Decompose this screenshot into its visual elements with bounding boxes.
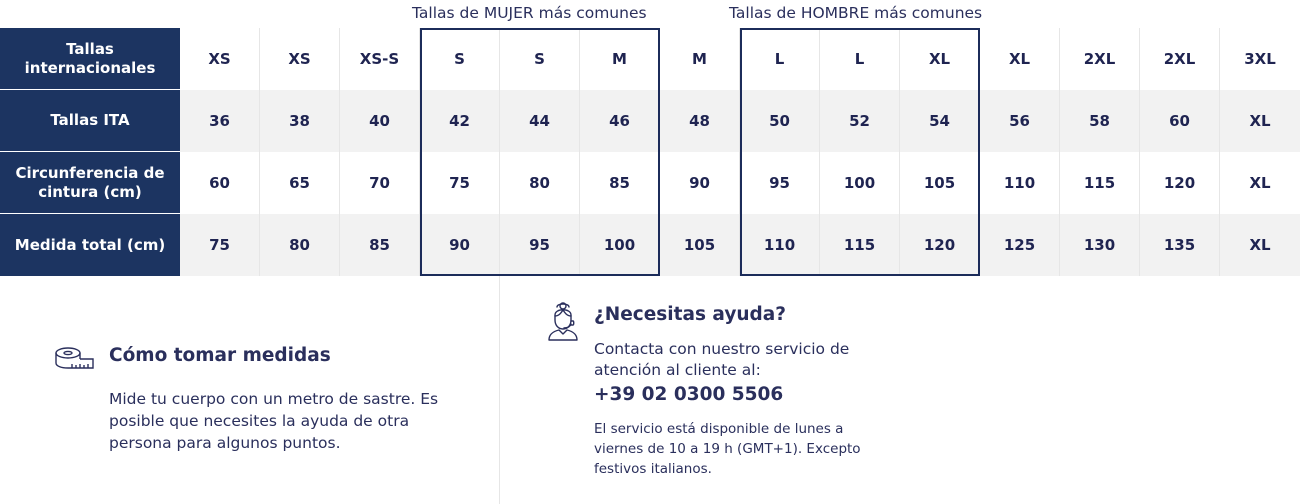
table-cell: 40	[340, 90, 420, 152]
row-header: Tallas ITA	[0, 90, 180, 152]
table-cell: 120	[1140, 152, 1220, 214]
table-cell: XL	[1249, 236, 1271, 254]
size-table: Tallas internacionales XS XS XS-S S S M …	[0, 28, 1300, 276]
measure-description: Mide tu cuerpo con un metro de sastre. E…	[109, 390, 439, 452]
table-cell: 100	[820, 152, 900, 214]
table-cell: XL	[900, 28, 980, 90]
phone-number-link[interactable]: +39 02 0300 5506	[594, 384, 784, 405]
table-cell: 42	[420, 90, 500, 152]
table-cell: 90	[420, 214, 500, 276]
table-cell: 56	[980, 90, 1060, 152]
row-header: Tallas internacionales	[0, 28, 180, 90]
table-cell: XL	[1249, 112, 1271, 130]
table-cell: S	[420, 28, 500, 90]
table-cell: 80	[500, 152, 580, 214]
table-cell: 135	[1140, 214, 1220, 276]
table-cell: XL	[1249, 174, 1271, 192]
table-cell: 58	[1060, 90, 1140, 152]
table-cell: 54	[900, 90, 980, 152]
table-cell: 46	[580, 90, 660, 152]
table-cell: 85	[580, 152, 660, 214]
help-description: Contacta con nuestro servicio de atenció…	[594, 340, 850, 379]
table-cell: L	[820, 28, 900, 90]
table-cell: 95	[740, 152, 820, 214]
table-cell: L	[740, 28, 820, 90]
help-title: ¿Necesitas ayuda?	[594, 304, 787, 325]
measuring-tape-icon	[55, 347, 94, 369]
women-sizes-label: Tallas de MUJER más comunes	[412, 4, 647, 22]
table-cell: 36	[180, 90, 260, 152]
table-cell: 120	[900, 214, 980, 276]
table-cell: S	[500, 28, 580, 90]
table-cell: 65	[260, 152, 340, 214]
table-cell: 105	[660, 214, 740, 276]
table-row: Tallas ITA 36 38 40 42 44 46 48 50 52 54…	[0, 90, 1300, 152]
table-cell: 110	[980, 152, 1060, 214]
table-cell: XS	[260, 28, 340, 90]
table-cell: 60	[180, 152, 260, 214]
table-cell: 110	[740, 214, 820, 276]
table-cell: XS-S	[340, 28, 420, 90]
table-cell: XS	[180, 28, 260, 90]
table-cell: 115	[820, 214, 900, 276]
table-cell: 80	[260, 214, 340, 276]
table-cell: 115	[1060, 152, 1140, 214]
table-cell: 125	[980, 214, 1060, 276]
men-sizes-label: Tallas de HOMBRE más comunes	[729, 4, 983, 22]
table-cell: 95	[500, 214, 580, 276]
service-hours: El servicio está disponible de lunes a v…	[594, 421, 861, 477]
table-cell: 48	[660, 90, 740, 152]
table-cell: 90	[660, 152, 740, 214]
table-cell: 130	[1060, 214, 1140, 276]
table-row: Tallas internacionales XS XS XS-S S S M …	[0, 28, 1300, 90]
support-agent-icon	[548, 302, 578, 341]
table-cell: 85	[340, 214, 420, 276]
table-cell: 2XL	[1140, 28, 1220, 90]
table-cell: 38	[260, 90, 340, 152]
row-header: Medida total (cm)	[0, 214, 180, 276]
table-cell: 75	[420, 152, 500, 214]
table-cell: 52	[820, 90, 900, 152]
table-cell: 44	[500, 90, 580, 152]
measure-title: Cómo tomar medidas	[109, 345, 331, 366]
table-cell: 100	[580, 214, 660, 276]
table-row: Medida total (cm) 75 80 85 90 95 100 105…	[0, 214, 1300, 276]
table-cell: 75	[180, 214, 260, 276]
table-cell: 105	[900, 152, 980, 214]
table-cell: 70	[340, 152, 420, 214]
row-header: Circunferencia de cintura (cm)	[0, 152, 180, 214]
table-cell: M	[580, 28, 660, 90]
table-cell: 2XL	[1060, 28, 1140, 90]
table-cell: 3XL	[1244, 50, 1276, 68]
table-cell: XL	[980, 28, 1060, 90]
table-cell: 50	[740, 90, 820, 152]
table-cell: M	[660, 28, 740, 90]
section-divider	[499, 276, 500, 504]
table-row: Circunferencia de cintura (cm) 60 65 70 …	[0, 152, 1300, 214]
table-cell: 60	[1140, 90, 1220, 152]
